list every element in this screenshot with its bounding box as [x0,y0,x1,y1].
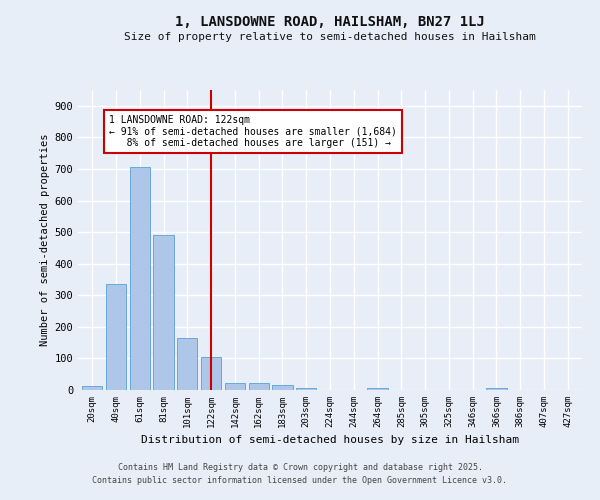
Bar [248,383,269,390]
Text: Size of property relative to semi-detached houses in Hailsham: Size of property relative to semi-detach… [124,32,536,42]
Bar [225,383,245,390]
Bar [201,357,221,390]
Bar [177,338,197,390]
Text: 1, LANSDOWNE ROAD, HAILSHAM, BN27 1LJ: 1, LANSDOWNE ROAD, HAILSHAM, BN27 1LJ [175,15,485,29]
Bar [296,388,316,390]
Bar [106,284,126,390]
Bar [82,386,103,390]
Bar [154,234,173,390]
Bar [130,168,150,390]
Text: Contains public sector information licensed under the Open Government Licence v3: Contains public sector information licen… [92,476,508,485]
Text: Contains HM Land Registry data © Crown copyright and database right 2025.: Contains HM Land Registry data © Crown c… [118,464,482,472]
X-axis label: Distribution of semi-detached houses by size in Hailsham: Distribution of semi-detached houses by … [141,436,519,446]
Y-axis label: Number of semi-detached properties: Number of semi-detached properties [40,134,50,346]
Bar [367,388,388,390]
Bar [487,388,506,390]
Text: 1 LANSDOWNE ROAD: 122sqm
← 91% of semi-detached houses are smaller (1,684)
   8%: 1 LANSDOWNE ROAD: 122sqm ← 91% of semi-d… [109,116,397,148]
Bar [272,386,293,390]
